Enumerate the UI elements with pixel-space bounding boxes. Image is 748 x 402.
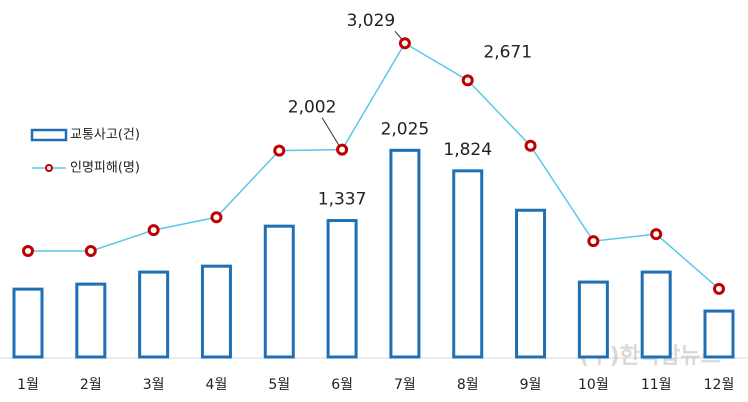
marker xyxy=(210,211,223,224)
marker xyxy=(461,74,474,87)
bar xyxy=(263,224,295,359)
marker xyxy=(713,282,725,295)
legend-swatch xyxy=(45,164,53,172)
x-tick-label: 12월 xyxy=(704,377,735,393)
data-label: 2,671 xyxy=(483,42,532,62)
marker xyxy=(524,139,537,152)
x-tick-label: 9월 xyxy=(520,377,542,393)
marker xyxy=(650,228,663,241)
line xyxy=(28,42,720,290)
data-label: 1,824 xyxy=(443,140,492,160)
data-label: 2,025 xyxy=(381,119,430,139)
x-tick-label: 3월 xyxy=(143,377,165,393)
bar xyxy=(640,270,672,359)
bar xyxy=(515,208,547,359)
bar xyxy=(12,287,44,359)
bar xyxy=(75,282,107,359)
marker xyxy=(22,245,34,258)
leader-line xyxy=(394,30,403,40)
marker xyxy=(398,37,411,50)
legend-label: 인명피해(명) xyxy=(70,161,140,176)
bar xyxy=(452,169,484,359)
x-tick-label: 4월 xyxy=(206,377,228,393)
data-label: 1,337 xyxy=(318,190,367,210)
x-tick-label: 2월 xyxy=(80,377,102,393)
bar xyxy=(577,280,609,359)
marker xyxy=(336,143,349,156)
x-tick-label: 7월 xyxy=(394,377,416,393)
marker xyxy=(273,144,286,157)
data-label: 3,029 xyxy=(347,11,396,31)
leader-line xyxy=(321,117,340,146)
bar xyxy=(138,270,170,359)
bar xyxy=(389,148,421,359)
bar xyxy=(326,219,358,359)
marker xyxy=(147,224,160,237)
x-tick-label: 11월 xyxy=(641,377,672,393)
legend-swatch xyxy=(30,128,68,142)
x-tick-label: 5월 xyxy=(268,377,290,393)
legend-label: 교통사고(건) xyxy=(70,128,140,143)
x-tick-label: 8월 xyxy=(457,377,479,393)
data-label: 2,002 xyxy=(288,98,337,118)
x-tick-label: 10월 xyxy=(578,377,609,393)
bar xyxy=(703,309,735,359)
x-tick-label: 6월 xyxy=(331,377,353,393)
marker xyxy=(587,235,600,248)
x-tick-label: 1월 xyxy=(17,377,39,393)
marker xyxy=(84,245,97,258)
bar xyxy=(200,264,232,359)
